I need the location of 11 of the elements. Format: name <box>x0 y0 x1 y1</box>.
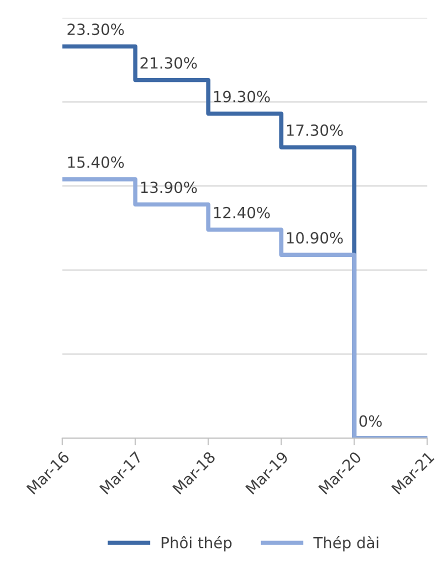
data-label: 12.40% <box>214 206 270 218</box>
data-label: 15.40% <box>68 156 124 168</box>
data-label: 17.30% <box>287 124 343 136</box>
data-label: 19.30% <box>214 90 270 102</box>
data-label: 21.30% <box>140 57 197 69</box>
data-label: 10.90% <box>287 232 343 244</box>
data-label: 23.30% <box>68 24 124 36</box>
data-label: 0% <box>359 415 382 427</box>
data-label: 13.90% <box>141 182 197 194</box>
legend-label: Phôi thép <box>162 536 232 552</box>
legend-label: Thép dài <box>313 536 378 552</box>
